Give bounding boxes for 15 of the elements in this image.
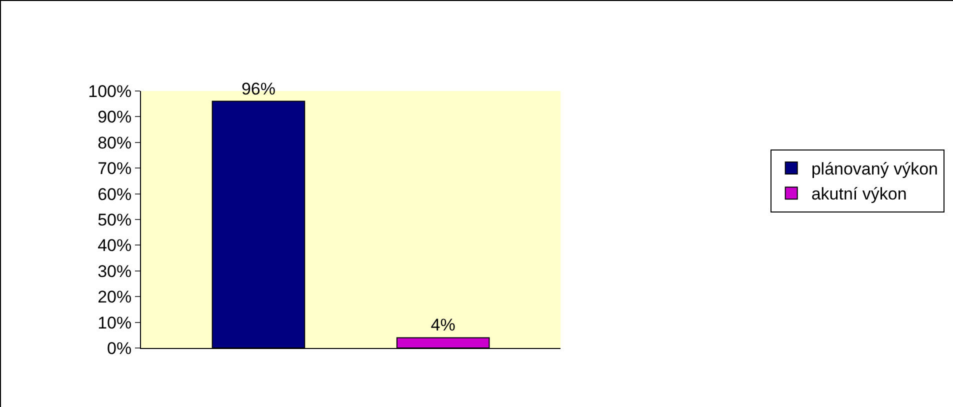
y-tick-label: 10% xyxy=(98,313,132,332)
y-tick-label: 70% xyxy=(98,159,132,178)
legend-label: plánovaný výkon xyxy=(811,160,938,179)
data-label: 4% xyxy=(430,316,456,335)
legend-label: akutní výkon xyxy=(811,184,907,204)
data-label: 96% xyxy=(241,79,276,98)
y-tick-label: 100% xyxy=(88,82,132,101)
y-tick-label: 90% xyxy=(98,108,132,127)
y-tick-label: 50% xyxy=(98,210,132,230)
y-tick-label: 0% xyxy=(107,338,132,358)
y-tick-label: 40% xyxy=(98,236,132,256)
y-tick-label: 60% xyxy=(98,184,132,204)
y-tick-label: 20% xyxy=(98,288,132,307)
y-tick-label: 30% xyxy=(98,262,132,281)
y-tick-label: 80% xyxy=(98,133,132,152)
